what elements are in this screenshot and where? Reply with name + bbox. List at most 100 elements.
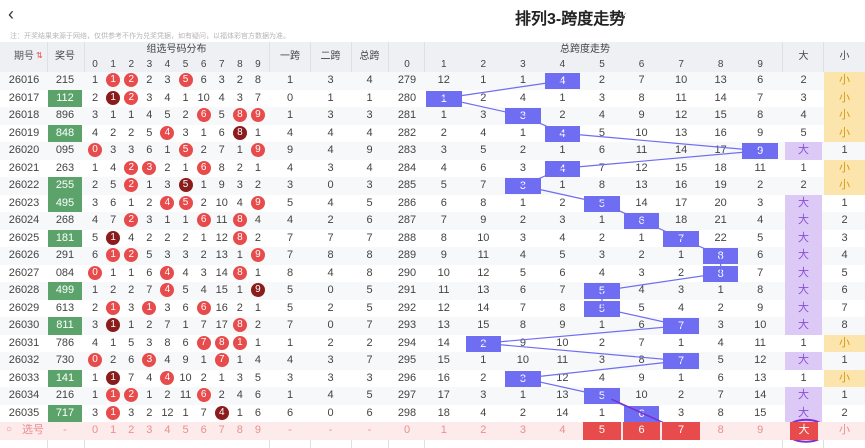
dist-cell: 4 bbox=[213, 405, 231, 423]
dist-cell: 1 bbox=[236, 406, 243, 419]
kua-total-cell: 4 bbox=[366, 74, 373, 86]
select-dist-cell[interactable]: 7 bbox=[218, 424, 225, 436]
select-dist-cell[interactable]: 3 bbox=[146, 424, 153, 436]
number-ball: 1 bbox=[106, 248, 121, 263]
dist-cell: 6 bbox=[110, 196, 117, 209]
dist-cell: 1 bbox=[146, 389, 153, 401]
dist-cell: 6 bbox=[195, 387, 213, 405]
number-ball: 0 bbox=[88, 265, 103, 280]
dist-cell: 2 bbox=[91, 91, 99, 104]
kua-total-cell: 5 bbox=[366, 284, 373, 296]
dist-cell: 14 bbox=[215, 266, 228, 279]
trend-cell: 9 bbox=[440, 249, 447, 261]
number-ball: 8 bbox=[232, 213, 247, 228]
kua1-cell: 8 bbox=[286, 266, 294, 279]
dist-cell: 3 bbox=[200, 266, 207, 279]
select-dist-cell[interactable]: 6 bbox=[200, 424, 207, 436]
select-trend-cell[interactable]: 3 bbox=[519, 424, 526, 436]
trend-cell: 7 bbox=[757, 91, 764, 104]
dist-digit-header: 6 bbox=[200, 59, 207, 70]
period-cell: 26020 bbox=[8, 144, 40, 156]
dist-cell: 4 bbox=[254, 214, 261, 226]
sort-arrows-icon[interactable]: ⇅ bbox=[36, 51, 43, 60]
trend-cell: 1 bbox=[598, 214, 606, 226]
trend-cell: 14 bbox=[714, 91, 727, 104]
select-trend-cell[interactable]: 4 bbox=[559, 424, 566, 436]
trend-cell: 13 bbox=[556, 389, 569, 401]
number-ball: 8 bbox=[214, 335, 229, 350]
col-header-dist: 组选号码分布 bbox=[146, 44, 207, 55]
select-trend-cell[interactable]: 6 bbox=[622, 422, 661, 440]
small-cell: 小 bbox=[824, 369, 865, 387]
select-trend-cell[interactable]: 5 bbox=[583, 422, 621, 440]
kua1-cell: 7 bbox=[286, 231, 294, 244]
trend-cell: 3 bbox=[757, 196, 764, 209]
select-dist-cell[interactable]: 1 bbox=[110, 424, 117, 436]
dist-cell: 1 bbox=[110, 336, 117, 349]
select-small[interactable]: 小 bbox=[839, 424, 850, 436]
kua1-cell: 3 bbox=[286, 371, 294, 384]
dist-cell: 4 bbox=[158, 125, 176, 143]
select-dist-cell[interactable]: 9 bbox=[254, 424, 261, 436]
dist-cell: 4 bbox=[158, 282, 176, 300]
select-dist-cell[interactable]: 5 bbox=[182, 424, 189, 436]
kua-total-cell: 7 bbox=[366, 319, 373, 331]
trend-cell: 1 bbox=[717, 284, 724, 296]
trend-cell: 13 bbox=[635, 179, 648, 191]
small-cell: 小 bbox=[824, 177, 865, 195]
dist-cell: 10 bbox=[179, 371, 192, 384]
trend-cell: 10 bbox=[635, 389, 648, 401]
trend-cell: 15 bbox=[437, 354, 450, 366]
select-trend-cell[interactable]: 8 bbox=[717, 424, 724, 436]
trend-digit-header: 7 bbox=[678, 59, 684, 70]
radio-icon[interactable]: ○ bbox=[6, 424, 13, 435]
number-ball: 2 bbox=[124, 73, 139, 88]
chevron-down-icon[interactable]: ⌵ bbox=[618, 8, 627, 20]
trend-index-cell: 297 bbox=[397, 389, 417, 401]
big-cell: 3 bbox=[800, 91, 807, 104]
trend-cell: 14 bbox=[754, 389, 767, 401]
trend-cell: 8 bbox=[598, 179, 606, 191]
dist-cell: 17 bbox=[215, 319, 228, 331]
select-dash: - bbox=[63, 424, 67, 436]
dist-cell: 1 bbox=[164, 144, 171, 156]
trend-cell: 7 bbox=[638, 74, 645, 86]
trend-cell: 4 bbox=[598, 266, 606, 279]
back-arrow-icon[interactable]: ‹ bbox=[8, 4, 14, 24]
award-cell: 141 bbox=[48, 369, 82, 387]
trend-cell: 13 bbox=[714, 74, 727, 86]
trend-index-cell: 279 bbox=[397, 74, 417, 86]
trend-cell: 12 bbox=[556, 371, 569, 384]
dist-cell: 13 bbox=[215, 249, 228, 261]
trend-cell: 16 bbox=[714, 126, 727, 139]
select-trend-cell[interactable]: 9 bbox=[757, 424, 764, 436]
select-dist-cell[interactable]: 0 bbox=[91, 424, 99, 436]
select-trend-cell[interactable]: 2 bbox=[480, 424, 487, 436]
dist-cell: 3 bbox=[128, 144, 135, 156]
dist-cell: 1 bbox=[91, 284, 99, 296]
select-trend-cell[interactable]: 0 bbox=[403, 424, 411, 436]
trend-cell: 1 bbox=[598, 406, 606, 419]
number-ball: 3 bbox=[142, 353, 157, 368]
trend-cell: 11 bbox=[635, 144, 648, 156]
big-cell: 4 bbox=[800, 109, 807, 121]
select-trend-cell[interactable]: 1 bbox=[440, 424, 447, 436]
select-trend-cell[interactable]: 7 bbox=[662, 422, 700, 440]
trend-cell: 1 bbox=[559, 91, 566, 104]
number-ball: 1 bbox=[232, 335, 247, 350]
trend-digit-header: 8 bbox=[717, 59, 724, 70]
trend-cell: 6 bbox=[598, 144, 606, 156]
dist-cell: 2 bbox=[110, 354, 117, 366]
trend-cell: 7 bbox=[638, 336, 645, 349]
award-cell: 499 bbox=[48, 282, 82, 300]
select-dist-cell[interactable]: 2 bbox=[128, 424, 135, 436]
select-dist-cell[interactable]: 8 bbox=[236, 424, 243, 436]
trend-digit-header: 6 bbox=[638, 59, 645, 70]
select-dist-cell[interactable]: 4 bbox=[164, 424, 171, 436]
dist-cell: 1 bbox=[254, 126, 261, 139]
trend-cell: 9 bbox=[559, 319, 566, 331]
select-big[interactable]: 大 bbox=[790, 422, 818, 440]
trend-cell: 3 bbox=[480, 109, 487, 121]
page-title[interactable]: 排列3-跨度走势 bbox=[515, 11, 626, 28]
trend-hit-cell: 6 bbox=[623, 213, 660, 229]
